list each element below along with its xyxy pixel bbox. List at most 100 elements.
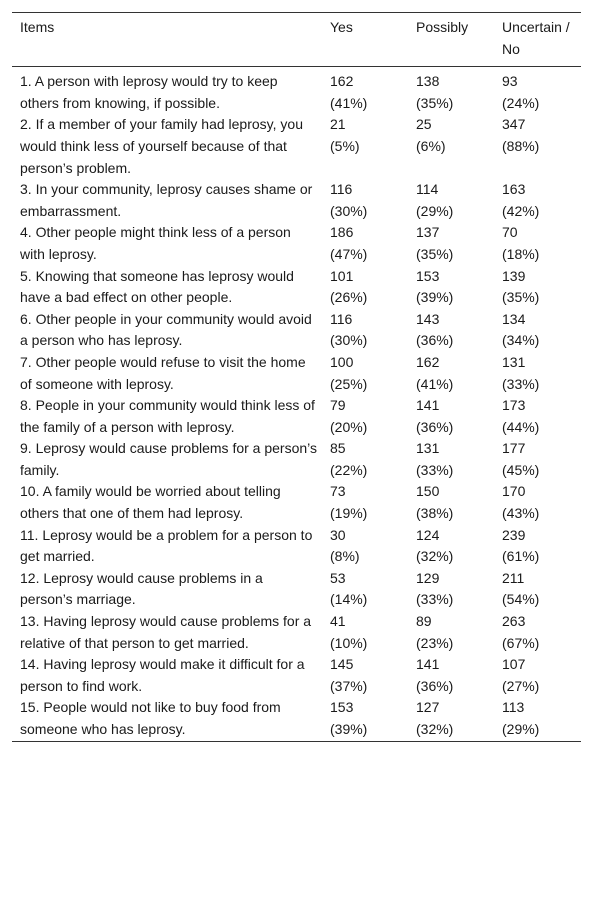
uncertain-no-count: 170 — [502, 483, 526, 500]
item-text: 3. In your community, leprosy causes sha… — [20, 181, 313, 219]
possibly-count: 138 — [416, 73, 440, 90]
uncertain-no-count: 107 — [502, 656, 526, 673]
possibly-count: 129 — [416, 569, 440, 586]
uncertain-no-count: 173 — [502, 397, 526, 414]
table-row: 9. Leprosy would cause problems for a pe… — [12, 438, 581, 481]
cell-yes: 41 (10%) — [322, 611, 408, 654]
table-row: 3. In your community, leprosy causes sha… — [12, 179, 581, 222]
cell-uncertain-no: 139 (35%) — [494, 266, 581, 309]
table-row: 6. Other people in your community would … — [12, 309, 581, 352]
uncertain-no-percent: (61%) — [502, 548, 540, 565]
yes-percent: (14%) — [330, 591, 368, 608]
yes-percent: (30%) — [330, 332, 368, 349]
item-text: 15. People would not like to buy food fr… — [20, 699, 281, 737]
table-body: 1. A person with leprosy would try to ke… — [12, 67, 581, 742]
item-text: 10. A family would be worried about tell… — [20, 483, 281, 522]
uncertain-no-count: 211 — [502, 569, 525, 586]
yes-count: 41 — [330, 613, 346, 630]
uncertain-no-percent: (44%) — [502, 418, 540, 435]
possibly-percent: (33%) — [416, 591, 454, 608]
uncertain-no-percent: (43%) — [502, 505, 540, 522]
possibly-count: 131 — [416, 440, 440, 457]
cell-possibly: 138 (35%) — [408, 67, 494, 115]
cell-possibly: 137 (35%) — [408, 222, 494, 265]
cell-uncertain-no: 263 (67%) — [494, 611, 581, 654]
item-text: 6. Other people in your community would … — [20, 310, 312, 349]
possibly-count: 162 — [416, 353, 440, 370]
uncertain-no-percent: (18%) — [502, 245, 540, 262]
possibly-count: 141 — [416, 656, 440, 673]
possibly-count: 141 — [416, 397, 440, 414]
possibly-count: 150 — [416, 483, 440, 500]
table-row: 13. Having leprosy would cause problems … — [12, 611, 581, 654]
cell-uncertain-no: 173 (44%) — [494, 395, 581, 438]
item-text: 11. Leprosy would be a problem for a per… — [20, 526, 313, 565]
cell-uncertain-no: 211 (54%) — [494, 568, 581, 611]
cell-uncertain-no: 170 (43%) — [494, 481, 581, 524]
uncertain-no-count: 93 — [502, 73, 518, 90]
possibly-percent: (29%) — [416, 202, 454, 219]
cell-possibly: 89 (23%) — [408, 611, 494, 654]
stigma-table: Items Yes Possibly Uncertain / No 1. A p… — [12, 12, 581, 742]
cell-yes: 100 (25%) — [322, 352, 408, 395]
cell-possibly: 162 (41%) — [408, 352, 494, 395]
cell-possibly: 124 (32%) — [408, 525, 494, 568]
uncertain-no-count: 70 — [502, 224, 518, 241]
cell-yes: 116 (30%) — [322, 309, 408, 352]
item-text: 9. Leprosy would cause problems for a pe… — [20, 440, 318, 478]
uncertain-no-percent: (67%) — [502, 634, 540, 651]
cell-possibly: 129 (33%) — [408, 568, 494, 611]
possibly-percent: (32%) — [416, 548, 454, 565]
cell-possibly: 150 (38%) — [408, 481, 494, 524]
uncertain-no-percent: (54%) — [502, 591, 540, 608]
table-row: 2. If a member of your family had lepros… — [12, 114, 581, 179]
uncertain-no-count: 163 — [502, 181, 526, 198]
cell-uncertain-no: 107 (27%) — [494, 654, 581, 697]
cell-possibly: 25 (6%) — [408, 114, 494, 179]
yes-count: 186 — [330, 224, 354, 241]
header-row: Items Yes Possibly Uncertain / No — [12, 12, 581, 67]
table-row: 7. Other people would refuse to visit th… — [12, 352, 581, 395]
cell-yes: 30 (8%) — [322, 525, 408, 568]
item-text: 8. People in your community would think … — [20, 397, 315, 435]
yes-count: 101 — [330, 267, 354, 284]
cell-possibly: 141 (36%) — [408, 395, 494, 438]
table-row: 14. Having leprosy would make it difficu… — [12, 654, 581, 697]
cell-possibly: 141 (36%) — [408, 654, 494, 697]
yes-percent: (47%) — [330, 245, 368, 262]
cell-uncertain-no: 239 (61%) — [494, 525, 581, 568]
cell-possibly: 153 (39%) — [408, 266, 494, 309]
uncertain-no-percent: (88%) — [502, 137, 540, 154]
table-row: 11. Leprosy would be a problem for a per… — [12, 525, 581, 568]
possibly-percent: (32%) — [416, 721, 454, 737]
cell-yes: 153 (39%) — [322, 697, 408, 741]
yes-count: 116 — [330, 181, 353, 198]
item-text: 2. If a member of your family had lepros… — [20, 116, 303, 176]
possibly-percent: (35%) — [416, 94, 454, 111]
uncertain-no-count: 239 — [502, 526, 526, 543]
cell-uncertain-no: 93 (24%) — [494, 67, 581, 115]
possibly-count: 153 — [416, 267, 440, 284]
cell-yes: 162 (41%) — [322, 67, 408, 115]
possibly-percent: (38%) — [416, 505, 454, 522]
cell-possibly: 143 (36%) — [408, 309, 494, 352]
uncertain-no-percent: (45%) — [502, 461, 540, 478]
item-text: 1. A person with leprosy would try to ke… — [20, 73, 278, 111]
uncertain-no-count: 113 — [502, 699, 525, 716]
possibly-percent: (36%) — [416, 418, 454, 435]
uncertain-no-percent: (29%) — [502, 721, 540, 737]
header-yes: Yes — [330, 19, 353, 35]
item-text: 13. Having leprosy would cause problems … — [20, 613, 312, 651]
uncertain-no-count: 263 — [502, 613, 526, 630]
table-row: 1. A person with leprosy would try to ke… — [12, 67, 581, 115]
table-row: 4. Other people might think less of a pe… — [12, 222, 581, 265]
table-row: 15. People would not like to buy food fr… — [12, 697, 581, 742]
cell-uncertain-no: 113 (29%) — [494, 697, 581, 741]
cell-uncertain-no: 347 (88%) — [494, 114, 581, 179]
cell-yes: 73 (19%) — [322, 481, 408, 524]
yes-percent: (30%) — [330, 202, 368, 219]
yes-percent: (26%) — [330, 289, 368, 306]
header-uncertain-no: Uncertain / No — [502, 19, 570, 57]
possibly-count: 114 — [416, 181, 439, 198]
yes-percent: (5%) — [330, 137, 360, 154]
